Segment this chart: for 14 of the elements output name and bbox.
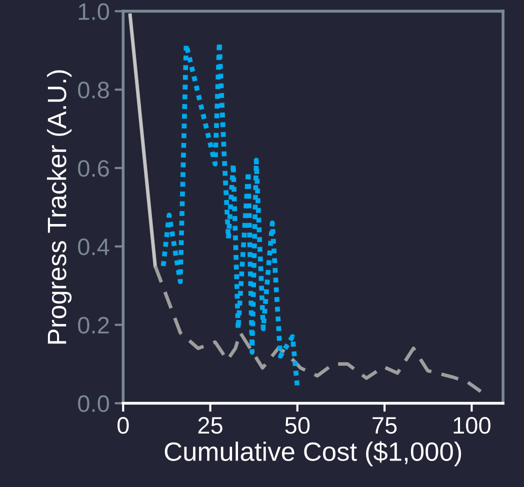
x-axis-title: Cumulative Cost ($1,000)	[164, 441, 462, 466]
x-tick-label: 0	[117, 417, 129, 434]
x-tick-label: 75	[372, 417, 397, 434]
y-tick-label: 1.0	[78, 3, 110, 20]
line-series	[153, 264, 482, 394]
y-axis-title: Progress Tracker (A.U.)	[46, 70, 72, 344]
y-tick-label: 0.4	[78, 238, 110, 256]
x-tick-label: 100	[454, 417, 490, 434]
y-tick-label: 0.0	[78, 395, 110, 412]
y-tick-label: 0.2	[78, 316, 109, 334]
x-tick-label: 50	[285, 417, 310, 434]
y-tick-label: 0.6	[78, 160, 109, 177]
x-tick-label: 25	[198, 417, 222, 434]
y-tick-label: 0.8	[78, 82, 109, 98]
